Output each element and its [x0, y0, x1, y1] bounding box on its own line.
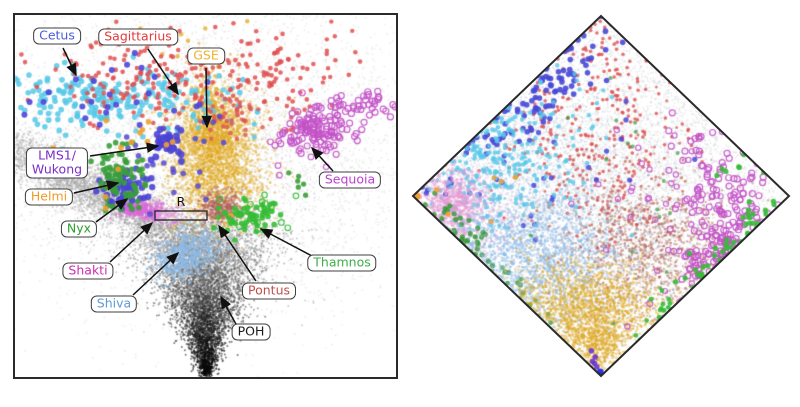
cluster-label-helmi: Helmi	[24, 188, 74, 206]
cluster-label-gse: GSE	[187, 47, 225, 65]
cluster-label-thamnos: Thamnos	[307, 254, 377, 272]
cluster-label-lms1: LMS1/ Wukong	[25, 147, 89, 179]
cluster-label-nyx: Nyx	[60, 220, 98, 238]
cluster-label-cetus: Cetus	[33, 27, 81, 45]
cluster-label-poh: POH	[231, 323, 271, 341]
cluster-label-pontus: Pontus	[242, 282, 296, 300]
cluster-label-sagittarius: Sagittarius	[98, 28, 178, 46]
cluster-label-sequoia: Sequoia	[318, 171, 382, 189]
cluster-label-shakti: Shakti	[62, 262, 114, 280]
r-region-label: R	[176, 194, 186, 209]
cluster-label-shiva: Shiva	[90, 295, 138, 313]
